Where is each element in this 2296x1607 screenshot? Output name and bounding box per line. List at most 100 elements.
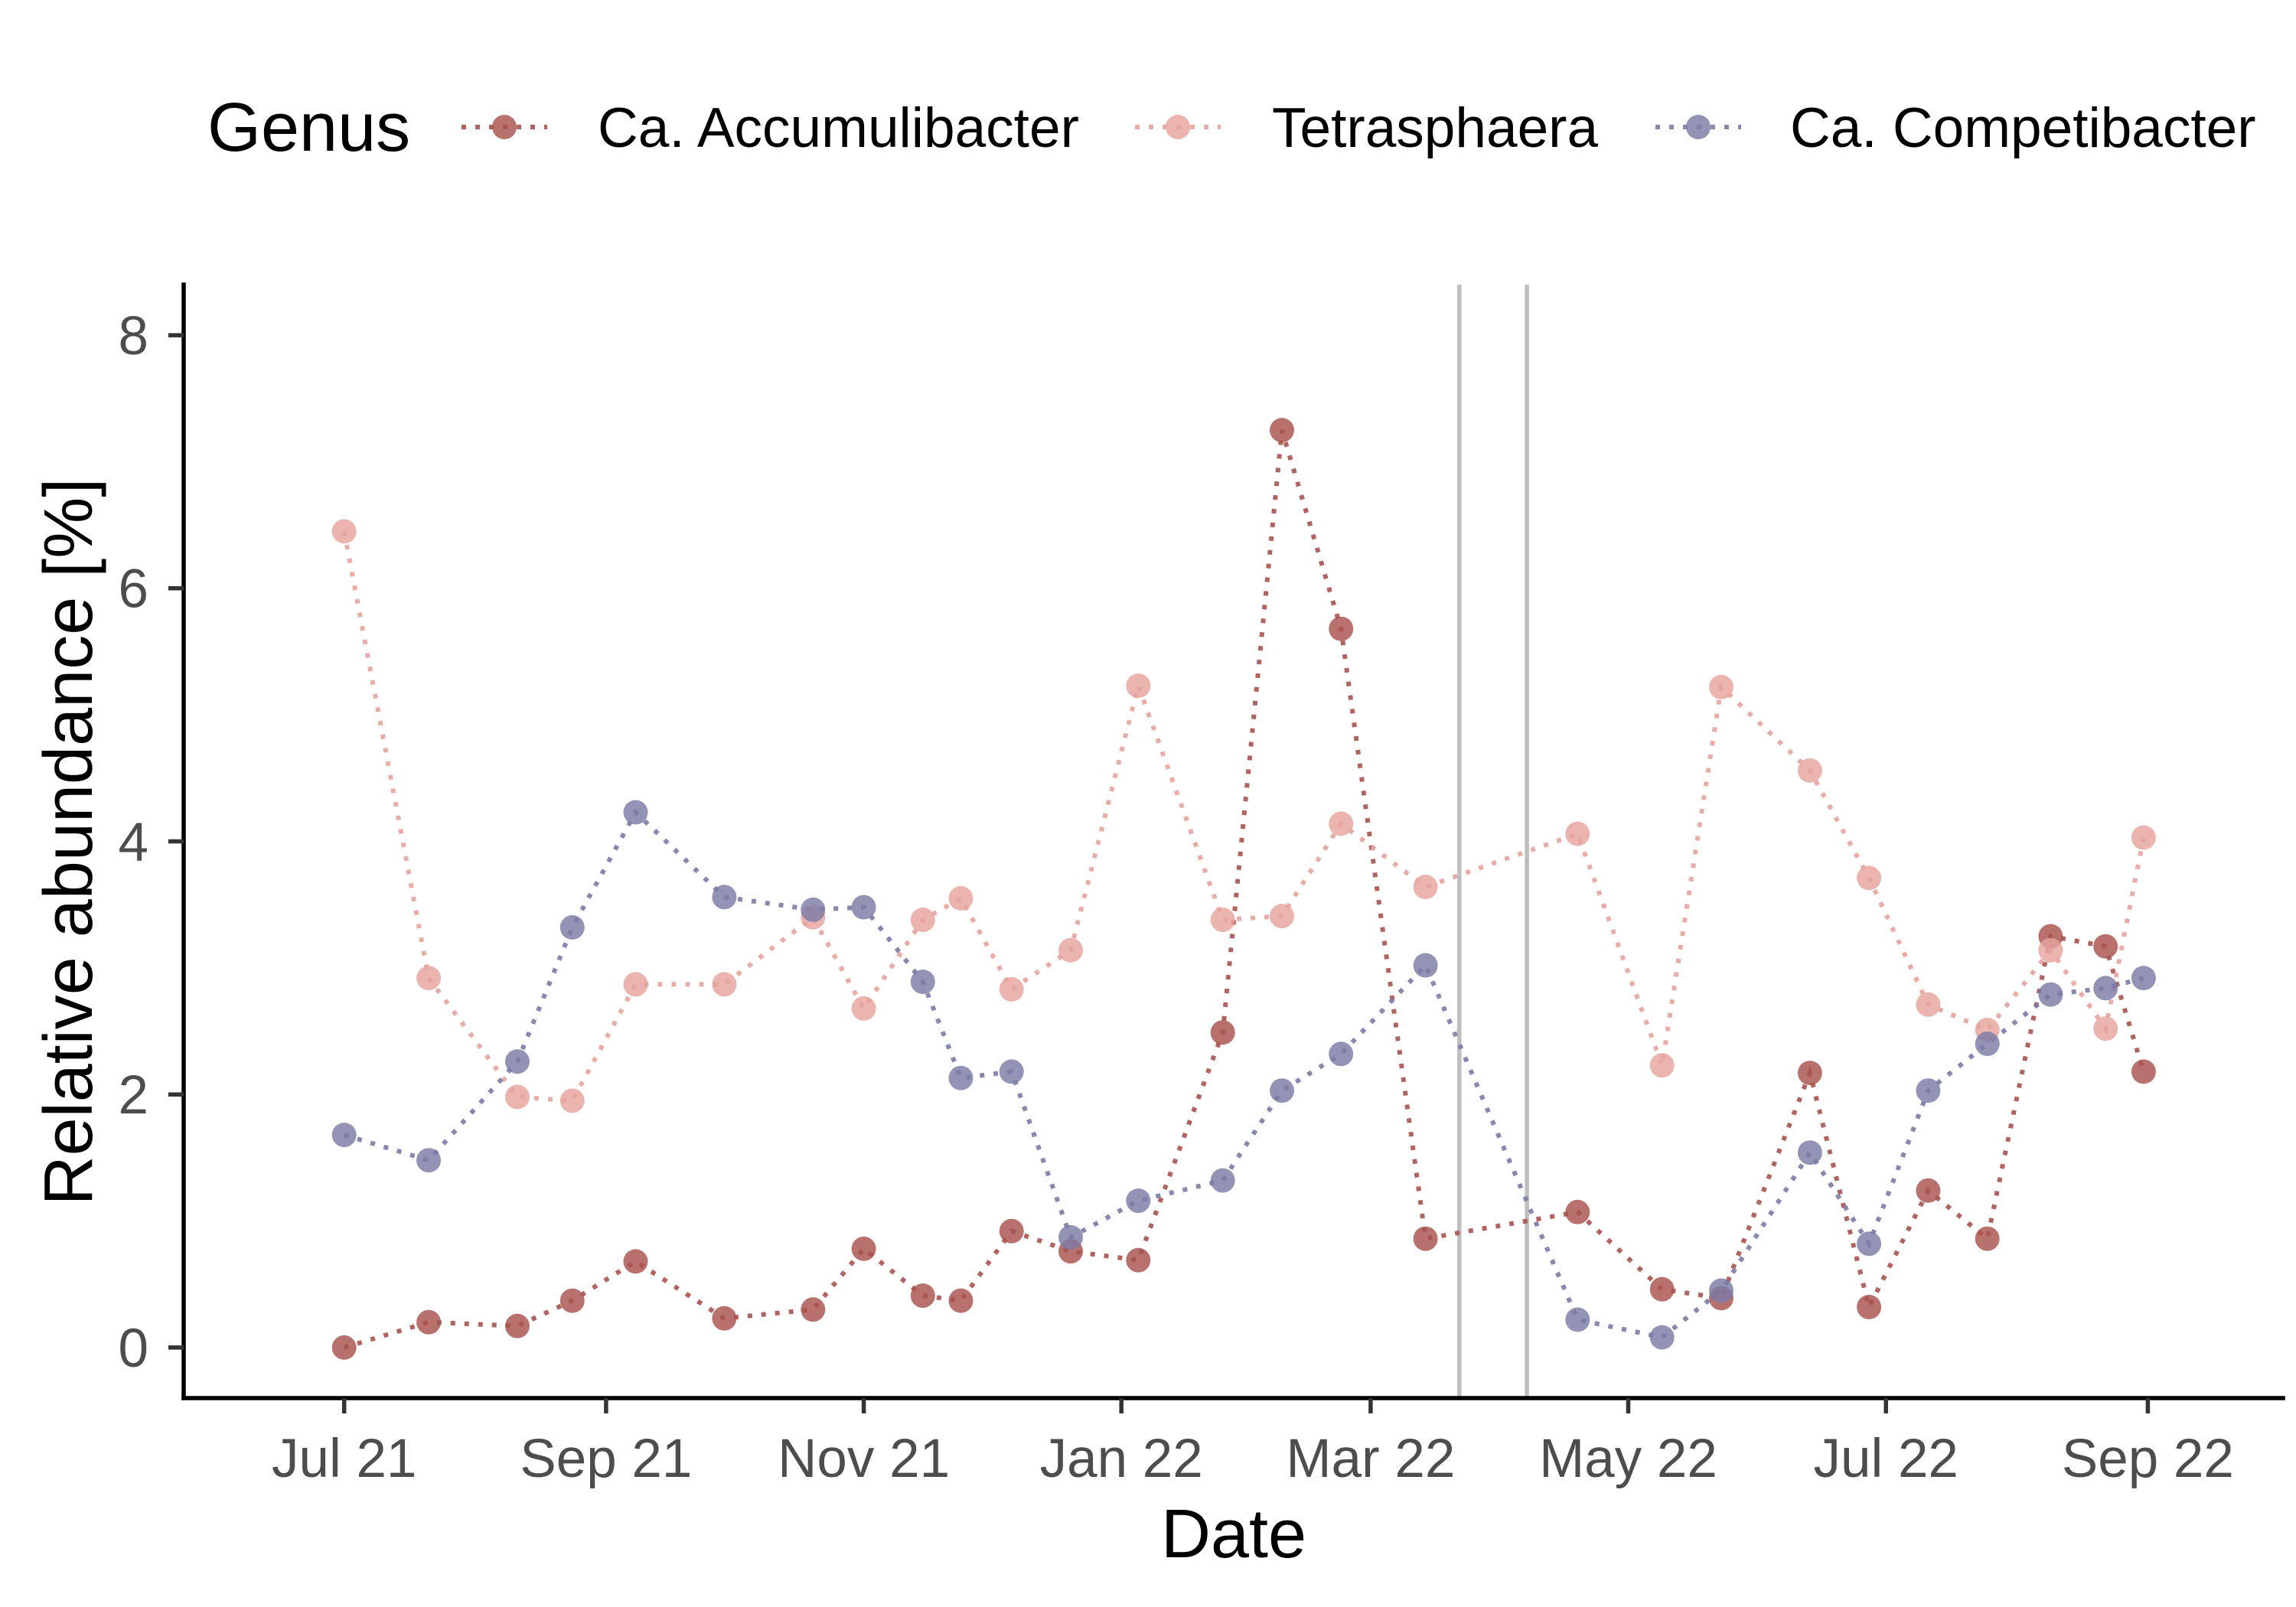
ca-competibacter-point: [1058, 1225, 1083, 1250]
x-tick-label: Jul 21: [272, 1429, 416, 1489]
legend-label: Ca. Accumulibacter: [598, 97, 1079, 159]
tetrasphaera-point: [1797, 758, 1822, 783]
ca-competibacter-point: [416, 1148, 442, 1173]
x-tick-label: Jul 22: [1813, 1429, 1958, 1489]
y-tick-label: 6: [119, 559, 149, 620]
ca-competibacter-point: [505, 1049, 530, 1074]
reference-lines: [1457, 285, 1529, 1398]
tetrasphaera-point: [2131, 825, 2156, 850]
ca-competibacter-point: [2038, 982, 2063, 1007]
tetrasphaera-point: [999, 976, 1024, 1002]
x-axis-ticks: Jul 21 Sep 21 Nov 21 Jan 22 Mar 22 May 22 Jul …: [272, 1398, 2234, 1489]
ca-competibacter-point: [623, 800, 648, 825]
ca-competibacter-point: [559, 914, 585, 940]
ca-accumulibacter-point: [505, 1313, 530, 1338]
ca-competibacter-point: [999, 1059, 1024, 1084]
tetrasphaera-point: [623, 972, 648, 997]
tetrasphaera-point: [2093, 1016, 2118, 1041]
y-axis-title: Relative abundance [%]: [31, 478, 107, 1206]
ca-competibacter-point: [948, 1065, 974, 1090]
ca-competibacter-point: [1916, 1078, 1941, 1103]
tetrasphaera-point: [416, 966, 442, 991]
ca-competibacter-point: [1857, 1231, 1882, 1257]
legend: Genus Ca. Accumulibacter Tetrasphaera Ca…: [207, 90, 2256, 166]
ca-accumulibacter-point: [1210, 1020, 1235, 1045]
x-tick-label: Mar 22: [1286, 1429, 1455, 1489]
x-axis-title: Date: [1161, 1496, 1306, 1573]
tetrasphaera-point: [1270, 904, 1294, 929]
legend-key-point: [492, 115, 517, 139]
ca-accumulibacter-point: [1975, 1226, 2000, 1251]
series-points: [331, 418, 2156, 1360]
tetrasphaera-point: [559, 1088, 585, 1113]
ca-accumulibacter-point: [910, 1283, 935, 1309]
tetrasphaera-point: [948, 885, 974, 911]
y-tick-label: 2: [119, 1065, 149, 1126]
legend-item-competibacter: Ca. Competibacter: [1655, 97, 2256, 159]
y-tick-label: 0: [119, 1319, 149, 1379]
tetrasphaera-point: [851, 996, 876, 1021]
ca-competibacter-point: [2131, 966, 2156, 991]
tetrasphaera-point: [1210, 908, 1235, 932]
ca-accumulibacter-point: [1916, 1178, 1941, 1203]
ca-competibacter-point: [1126, 1188, 1151, 1214]
ca-competibacter-point: [712, 885, 737, 910]
ca-competibacter-point: [1565, 1307, 1590, 1332]
ca-competibacter-point: [331, 1123, 357, 1148]
ca-accumulibacter-point: [1126, 1247, 1151, 1273]
y-tick-label: 8: [119, 306, 149, 367]
ca-accumulibacter-point: [416, 1309, 442, 1335]
ca-competibacter-point: [1329, 1041, 1354, 1067]
y-tick-label: 4: [119, 812, 149, 872]
tetrasphaera-point: [1649, 1053, 1675, 1078]
tetrasphaera-line: [341, 530, 2146, 1103]
x-tick-label: Nov 21: [778, 1429, 950, 1489]
ca-competibacter-point: [910, 970, 935, 994]
ca-accumulibacter-point: [331, 1335, 357, 1360]
legend-key-point: [1166, 115, 1190, 139]
ca-competibacter-point: [1975, 1032, 2000, 1056]
legend-item-accumulibacter: Ca. Accumulibacter: [461, 97, 1079, 159]
ca-competibacter-point: [1709, 1278, 1733, 1303]
ca-accumulibacter-point: [1329, 616, 1354, 641]
x-tick-label: Sep 22: [2062, 1429, 2234, 1489]
ca-accumulibacter-point: [1270, 418, 1294, 443]
ca-accumulibacter-point: [1857, 1295, 1882, 1319]
ca-accumulibacter-point: [2093, 934, 2118, 959]
tetrasphaera-point: [1126, 673, 1151, 699]
ca-competibacter-point: [2093, 976, 2118, 1001]
tetrasphaera-point: [1916, 992, 1941, 1017]
ca-accumulibacter-point: [559, 1288, 585, 1313]
x-tick-label: Jan 22: [1040, 1429, 1203, 1489]
legend-title: Genus: [207, 90, 410, 166]
ca-competibacter-line: [343, 808, 2144, 1340]
ca-accumulibacter-point: [623, 1249, 648, 1274]
y-axis-ticks: 0 2 4 6 8: [119, 306, 184, 1379]
tetrasphaera-point: [910, 908, 935, 932]
tetrasphaera-point: [1329, 811, 1354, 836]
tetrasphaera-point: [712, 972, 737, 997]
tetrasphaera-point: [1565, 821, 1590, 846]
ca-competibacter-point: [1413, 953, 1438, 978]
x-tick-label: May 22: [1539, 1429, 1717, 1489]
legend-item-tetrasphaera: Tetrasphaera: [1135, 97, 1598, 159]
ca-accumulibacter-point: [1413, 1226, 1438, 1251]
x-tick-label: Sep 21: [520, 1429, 692, 1489]
ca-accumulibacter-point: [948, 1288, 974, 1313]
ca-competibacter-point: [1797, 1140, 1822, 1165]
legend-key-point: [1686, 115, 1711, 139]
tetrasphaera-point: [1709, 674, 1733, 699]
tetrasphaera-point: [1857, 865, 1882, 891]
ca-accumulibacter-point: [1565, 1199, 1590, 1224]
tetrasphaera-point: [505, 1084, 530, 1110]
axes: Jul 21 Sep 21 Nov 21 Jan 22 Mar 22 May 22 Jul …: [31, 282, 2285, 1573]
ca-accumulibacter-point: [1797, 1061, 1822, 1086]
ca-competibacter-point: [1210, 1168, 1235, 1193]
ca-competibacter-point: [801, 897, 826, 922]
legend-label: Tetrasphaera: [1272, 97, 1598, 159]
legend-label: Ca. Competibacter: [1790, 97, 2256, 159]
ca-accumulibacter-point: [1649, 1276, 1675, 1302]
ca-competibacter-point: [1270, 1078, 1294, 1103]
tetrasphaera-point: [2038, 937, 2063, 963]
